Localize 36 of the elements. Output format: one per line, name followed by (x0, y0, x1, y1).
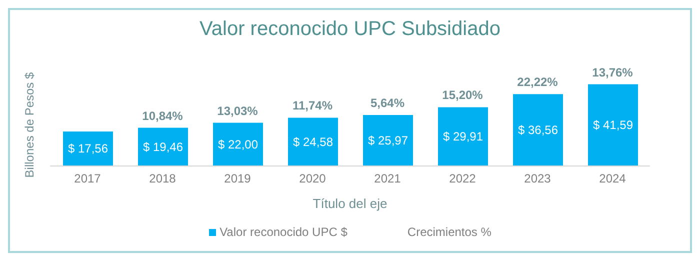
bar (138, 128, 188, 166)
data-label: $ 19,46 (142, 140, 184, 154)
annotation: 22,22% (517, 75, 558, 90)
x-tick-label: 2023 (524, 172, 552, 186)
chart-title: Valor reconocido UPC Subsidiado (198, 18, 502, 41)
x-tick-label: 2024 (599, 172, 626, 186)
bar (288, 118, 338, 166)
data-label: $ 36,56 (518, 123, 558, 138)
annotation: 10,84% (142, 108, 184, 123)
x-tick-label: 2018 (149, 172, 176, 186)
legend-label: Valor reconocido UPC $ (218, 225, 348, 239)
annotation: 11,74% (292, 98, 333, 113)
data-label: $ 29,91 (442, 130, 484, 144)
bar (63, 131, 113, 166)
x-tick-label: 2020 (299, 172, 326, 186)
bar (513, 94, 563, 166)
data-label: $ 17,56 (68, 142, 108, 156)
bar (213, 122, 263, 166)
data-label: $ 25,97 (368, 133, 408, 148)
y-axis-title: Billones de Pesos $ (23, 72, 37, 178)
annotation: 13,76% (592, 65, 634, 80)
annotation: 5,64% (370, 96, 405, 110)
x-tick-label: 2022 (449, 172, 476, 186)
data-label: $ 41,59 (592, 118, 634, 132)
data-label: $ 22,00 (218, 137, 258, 152)
bar (363, 114, 413, 166)
x-tick-label: 2017 (74, 172, 102, 186)
annotation: 15,20% (442, 88, 484, 102)
x-axis-title: Título del eje (312, 196, 388, 211)
data-label: $ 24,58 (292, 134, 334, 149)
bar (588, 84, 638, 166)
text: Crecimientos % (407, 225, 492, 239)
x-tick-label: 2021 (374, 172, 402, 186)
x-tick-label: 2019 (224, 172, 252, 186)
annotation: 13,03% (217, 104, 258, 118)
bar (438, 107, 488, 166)
